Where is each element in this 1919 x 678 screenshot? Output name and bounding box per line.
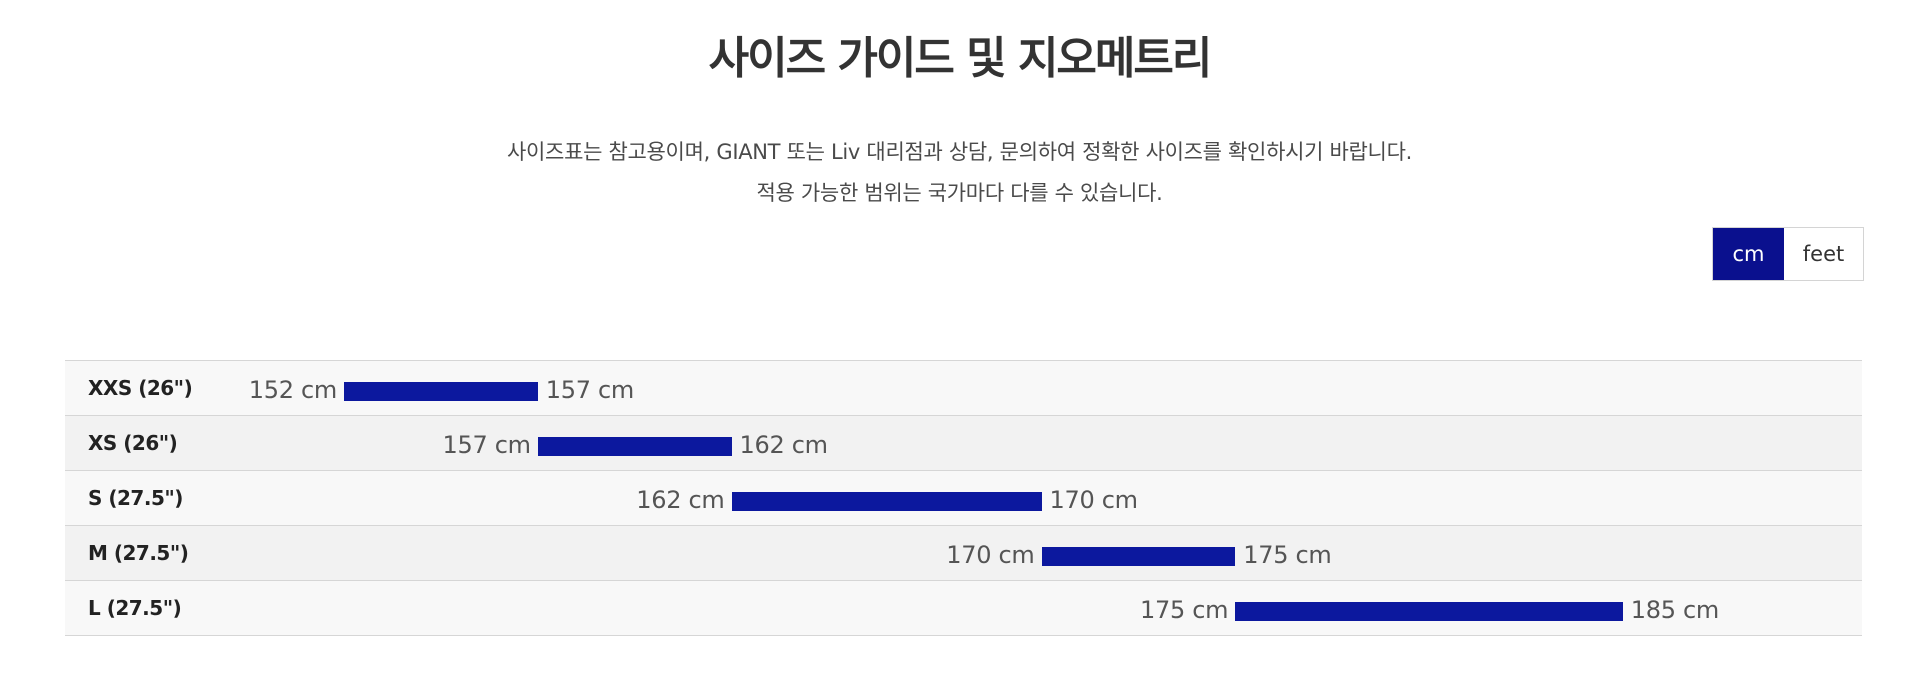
range-min-label: 170 cm <box>946 541 1035 569</box>
range-min-label: 157 cm <box>442 431 532 459</box>
size-label: XXS (26") <box>88 376 193 400</box>
size-range-table: XXS (26") 152 cm 157 cm XS (26") 157 cm 162 c… <box>65 360 1862 636</box>
table-row: S (27.5") 162 cm 170 cm <box>65 471 1862 526</box>
size-label: S (27.5") <box>88 486 183 510</box>
size-label: L (27.5") <box>88 596 182 620</box>
size-range-bar <box>731 492 1042 511</box>
table-row: L (27.5") 175 cm 185 cm <box>65 581 1862 636</box>
size-label: XS (26") <box>88 431 178 455</box>
unit-cm-button[interactable]: cm <box>1713 228 1784 280</box>
size-range-bar <box>1041 547 1236 566</box>
unit-toggle: cm feet <box>1712 227 1864 281</box>
range-max-label: 162 cm <box>739 431 829 459</box>
range-max-label: 185 cm <box>1630 596 1720 624</box>
size-range-bar <box>1235 602 1623 621</box>
range-max-label: 175 cm <box>1243 541 1332 569</box>
unit-feet-button[interactable]: feet <box>1784 228 1863 280</box>
table-row: XS (26") 157 cm 162 cm <box>65 416 1862 471</box>
range-max-label: 170 cm <box>1049 486 1139 514</box>
size-range-bar <box>537 437 732 456</box>
size-label: M (27.5") <box>88 541 189 565</box>
range-max-label: 157 cm <box>545 376 635 404</box>
region-note: 적용 가능한 범위는 국가마다 다를 수 있습니다. <box>756 181 1163 205</box>
table-row: M (27.5") 170 cm 175 cm <box>65 526 1862 581</box>
range-min-label: 152 cm <box>248 376 338 404</box>
range-min-label: 162 cm <box>636 486 725 514</box>
page-title: 사이즈 가이드 및 지오메트리 <box>708 33 1213 84</box>
size-guide-note: 사이즈표는 참고용이며, GIANT 또는 Liv 대리점과 상담, 문의하여 … <box>507 140 1412 164</box>
range-min-label: 175 cm <box>1140 596 1229 624</box>
size-range-bar <box>344 382 538 401</box>
table-row: XXS (26") 152 cm 157 cm <box>65 361 1862 416</box>
